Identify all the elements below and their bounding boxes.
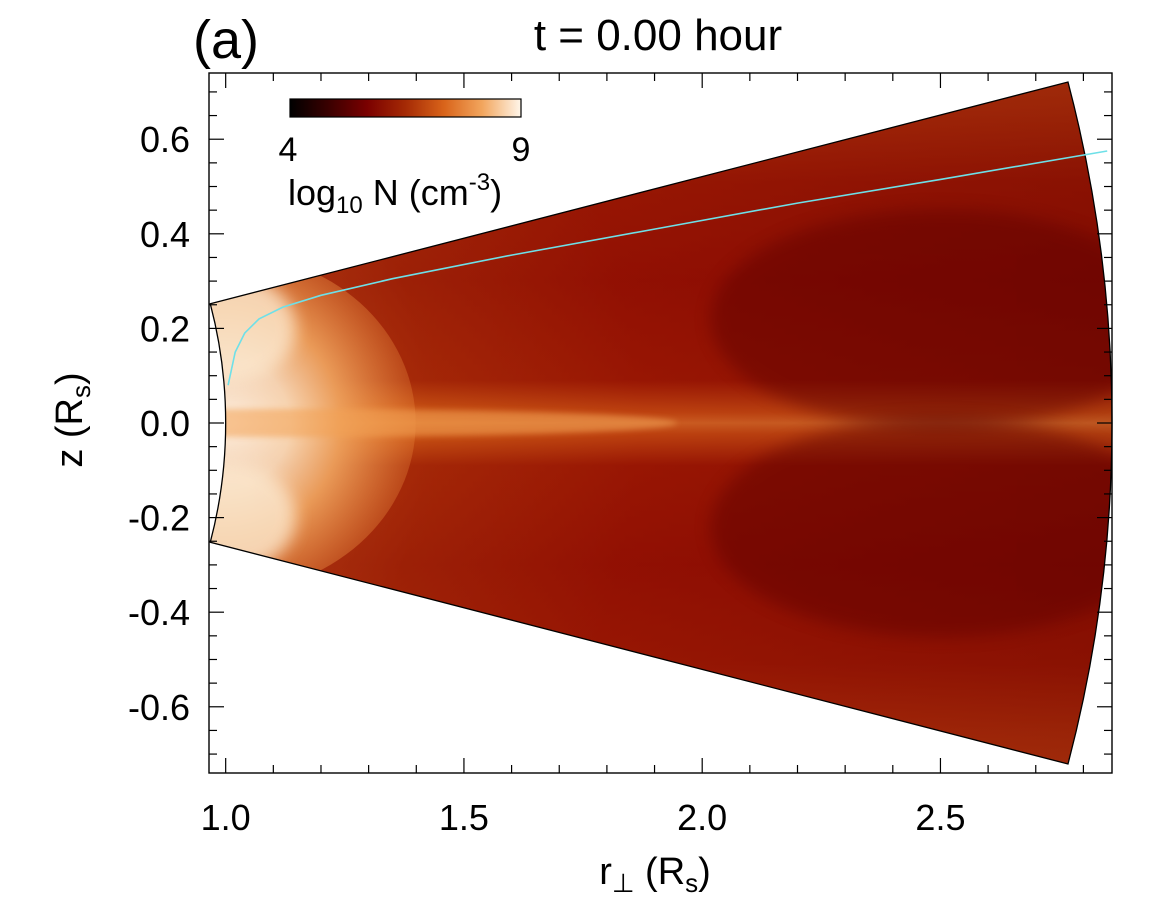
y-tick-label: -0.6 (128, 687, 190, 728)
magnetic-field-line (227, 150, 1108, 386)
inner-cap-lower (210, 462, 296, 573)
y-tick-label: 0.2 (140, 308, 190, 349)
x-tick-label: 2.0 (677, 797, 727, 838)
colorbar-min-label: 4 (279, 131, 298, 169)
x-axis-label: r⊥ (Rs) (599, 851, 711, 898)
colorbar-bar (289, 98, 522, 118)
axis-ticks (209, 73, 1112, 773)
panel-label: (a) (193, 10, 259, 70)
equatorial-streamer-glow (210, 409, 678, 437)
x-tick-labels: 1.0 1.5 2.0 2.5 (201, 797, 966, 838)
y-tick-label: 0.4 (140, 214, 190, 255)
chart-title: t = 0.00 hour (534, 11, 782, 60)
y-tick-label: -0.2 (128, 498, 190, 539)
colorbar-max-label: 9 (512, 131, 531, 169)
dark-lobe-lower (710, 417, 1113, 638)
y-axis-label: z (Rs) (49, 372, 96, 467)
x-tick-label: 1.0 (201, 797, 251, 838)
colorbar: 4 9 log10 N (cm-3) (279, 98, 531, 219)
colorbar-title: log10 N (cm-3) (288, 169, 502, 219)
y-tick-labels: 0.6 0.4 0.2 0.0 -0.2 -0.4 -0.6 (128, 119, 190, 728)
x-tick-label: 1.5 (439, 797, 489, 838)
x-tick-label: 2.5 (915, 797, 965, 838)
y-tick-label: -0.4 (128, 592, 190, 633)
dark-lobe-upper (710, 208, 1113, 429)
y-tick-label: 0.6 (140, 119, 190, 160)
inner-cap-upper (210, 273, 296, 384)
y-tick-label: 0.0 (140, 403, 190, 444)
